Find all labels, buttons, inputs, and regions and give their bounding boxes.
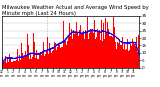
Text: Milwaukee Weather Actual and Average Wind Speed by Minute mph (Last 24 Hours): Milwaukee Weather Actual and Average Win…	[2, 5, 148, 16]
